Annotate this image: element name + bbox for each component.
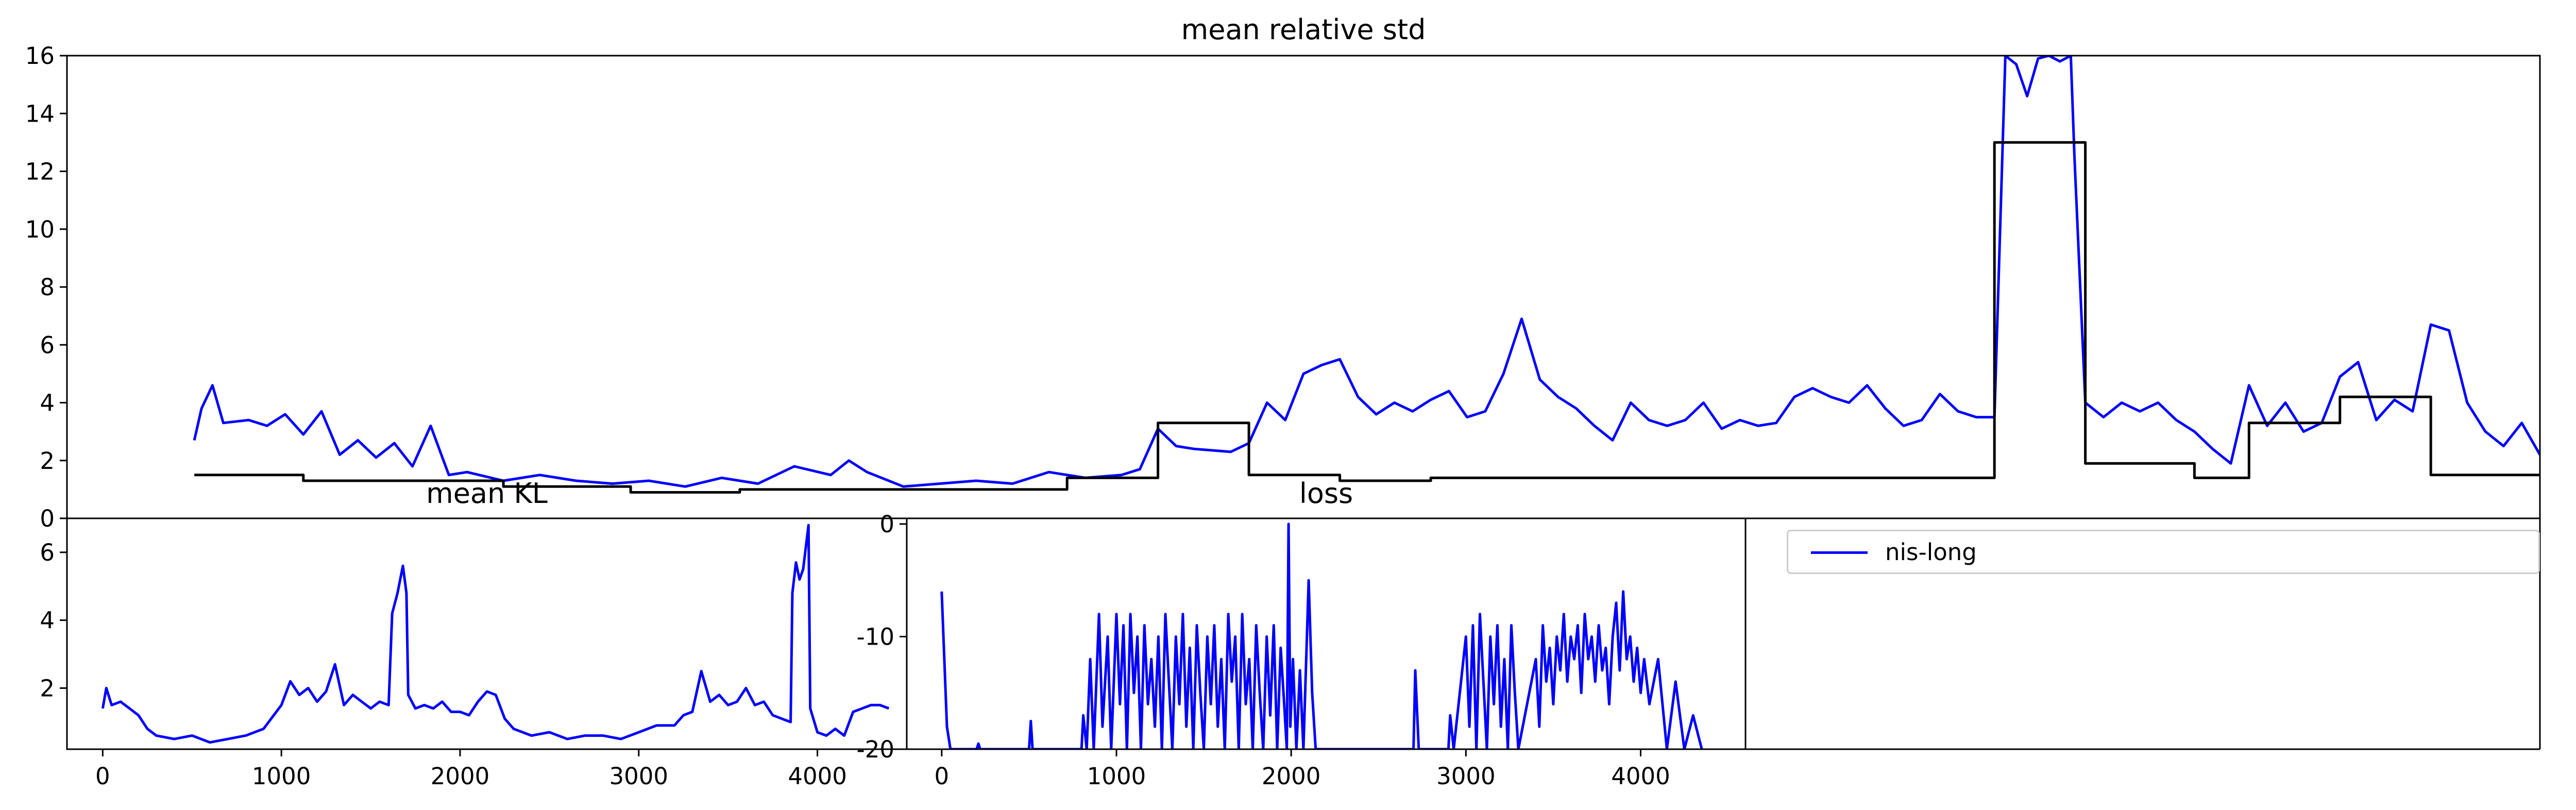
chart-title: mean KL [426, 477, 548, 510]
series-line-nis-long [193, 56, 2540, 488]
x-tick-label: 1000 [252, 763, 311, 790]
x-tick-label: 4000 [1611, 763, 1670, 790]
series-line-series-1 [194, 141, 2540, 494]
y-tick-label: 2 [40, 674, 55, 702]
y-tick-label: 8 [40, 274, 55, 301]
plot-mean-kl: 2 4 6 0 1000 2000 3000 4000 mean KL [40, 477, 908, 790]
axes-frame [906, 517, 1747, 750]
plot-mean-relative-std: 0 2 4 6 8 10 12 14 16 mean relative std [25, 13, 2541, 532]
axes-frame [66, 517, 908, 750]
x-tick-label: 2000 [1262, 763, 1321, 790]
y-tick-label: -10 [857, 623, 895, 650]
y-tick-label: 10 [25, 216, 55, 243]
chart-title: mean relative std [1181, 13, 1426, 46]
y-tick-label: 4 [40, 607, 55, 634]
series-line-nis-long [940, 522, 1703, 749]
x-tick-label: 0 [95, 763, 110, 790]
x-tick-label: 4000 [788, 763, 847, 790]
plot-loss: -20 -10 0 0 1000 2000 3000 4000 loss [857, 477, 1747, 790]
legend: nis-long [1787, 530, 2540, 574]
legend-axes-frame [1744, 517, 2541, 750]
x-tick-label: 1000 [1087, 763, 1146, 790]
y-tick-label: 2 [40, 447, 55, 475]
chart-title: loss [1299, 477, 1353, 510]
y-tick-label: 4 [40, 390, 55, 417]
y-tick-label: 0 [40, 505, 55, 532]
x-tick-label: 0 [935, 763, 950, 790]
legend-line-nis-long [1811, 551, 1868, 554]
x-tick-label: 2000 [431, 763, 490, 790]
y-tick-label: 6 [40, 539, 55, 566]
y-tick-label: 16 [25, 42, 55, 70]
y-tick-label: 14 [25, 100, 55, 127]
series-line-nis-long [101, 524, 890, 744]
y-tick-label: 0 [879, 511, 894, 538]
y-tick-label: 6 [40, 331, 55, 359]
legend-label-nis-long: nis-long [1885, 538, 1977, 566]
x-tick-label: 3000 [609, 763, 669, 790]
x-tick-label: 3000 [1436, 763, 1496, 790]
y-tick-label: -20 [857, 736, 895, 763]
y-tick-label: 12 [25, 158, 55, 185]
